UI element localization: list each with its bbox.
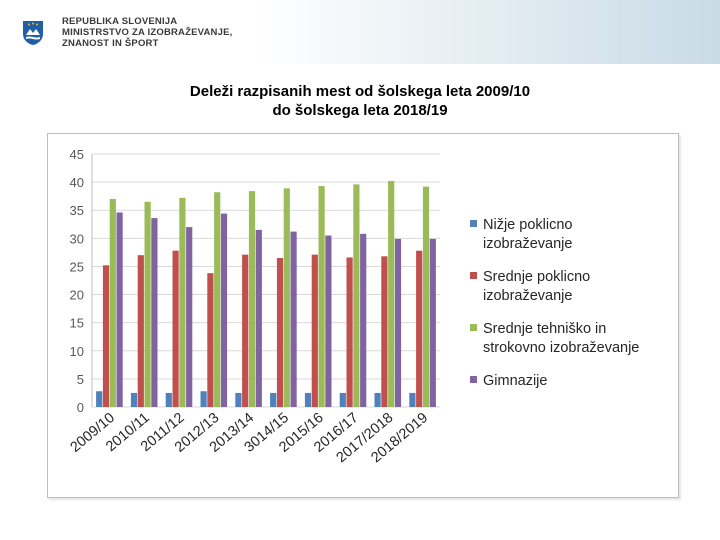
ministry-line: MINISTRSTVO ZA IZOBRAŽEVANJE, (62, 27, 233, 38)
bar-4 (290, 231, 297, 407)
bar-3 (422, 186, 430, 407)
legend-label: izobraževanje (483, 236, 572, 252)
bar-4 (394, 238, 402, 407)
bar-2 (311, 254, 318, 407)
legend-label: Gimnazije (483, 373, 547, 389)
y-tick-label: 5 (77, 372, 84, 387)
bar-1 (165, 392, 172, 407)
bar-2 (207, 273, 214, 407)
bar-4 (220, 213, 228, 407)
grouped-bar-chart: 0510152025303540452009/102010/112011/122… (68, 147, 640, 466)
bar-3 (353, 184, 360, 407)
bar-2 (416, 250, 423, 407)
y-tick-label: 35 (70, 203, 84, 218)
bar-1 (304, 392, 312, 407)
bar-3 (214, 192, 221, 407)
bar-2 (381, 256, 388, 407)
bar-4 (186, 227, 193, 407)
bar-4 (151, 218, 158, 407)
slide-title: Deleži razpisanih mest od šolskega leta … (60, 82, 660, 120)
legend-label: izobraževanje (483, 288, 572, 304)
slide-title-line-2: do šolskega leta 2018/19 (272, 102, 448, 119)
bar-4 (255, 229, 262, 407)
bar-1 (130, 392, 138, 407)
bar-3 (283, 188, 290, 407)
ministry-header: REPUBLIKA SLOVENIJA MINISTRSTVO ZA IZOBR… (0, 0, 720, 64)
bar-4 (429, 238, 436, 407)
bar-3 (388, 180, 395, 407)
bar-2 (346, 257, 353, 407)
bar-1 (200, 391, 207, 407)
legend-label: Srednje poklicno (483, 269, 590, 285)
chart-container: 0 5 10 15 20 25 30 35 40 45 2009/10 2010/11 2011/12 2… (47, 133, 679, 498)
bar-2 (137, 255, 144, 407)
ministry-line: REPUBLIKA SLOVENIJA (62, 16, 178, 27)
bar-2 (102, 265, 110, 407)
slide-title-line-1: Deleži razpisanih mest od šolskega leta … (189, 83, 531, 100)
legend-swatch (470, 220, 477, 227)
y-tick-label: 0 (77, 400, 84, 415)
legend-swatch (470, 376, 477, 383)
bar-3 (318, 186, 325, 407)
y-tick-label: 25 (70, 259, 84, 274)
bar-3 (144, 201, 151, 407)
bar-3 (109, 198, 116, 407)
bar-4 (325, 235, 332, 407)
legend-label: strokovno izobraževanje (483, 340, 639, 356)
bar-1 (339, 392, 346, 407)
bar-1 (374, 392, 381, 407)
y-tick-label: 45 (70, 147, 84, 162)
legend-label: Srednje tehniško in (483, 321, 606, 337)
y-tick-label: 20 (70, 288, 84, 303)
bar-2 (172, 250, 179, 407)
legend-swatch (470, 272, 477, 279)
bar-2 (242, 254, 249, 407)
bar-4 (360, 233, 367, 407)
y-tick-label: 15 (70, 316, 84, 331)
ministry-name: REPUBLIKA SLOVENIJA MINISTRSTVO ZA IZOBR… (62, 16, 232, 49)
y-tick-label: 10 (70, 344, 84, 359)
slovenia-crest-logo (23, 21, 43, 45)
bar-2 (276, 258, 284, 407)
bar-4 (116, 212, 123, 407)
bar-3 (179, 197, 186, 407)
bar-1 (96, 391, 103, 407)
legend-swatch (470, 324, 477, 331)
bar-1 (270, 392, 277, 407)
bar-1 (235, 392, 242, 407)
bar-3 (248, 191, 256, 407)
legend-label: Nižje poklicno (483, 217, 572, 233)
y-tick-label: 40 (70, 175, 84, 190)
y-tick-label: 30 (70, 231, 84, 246)
ministry-line: ZNANOST IN ŠPORT (62, 38, 159, 49)
bar-1 (409, 392, 416, 407)
